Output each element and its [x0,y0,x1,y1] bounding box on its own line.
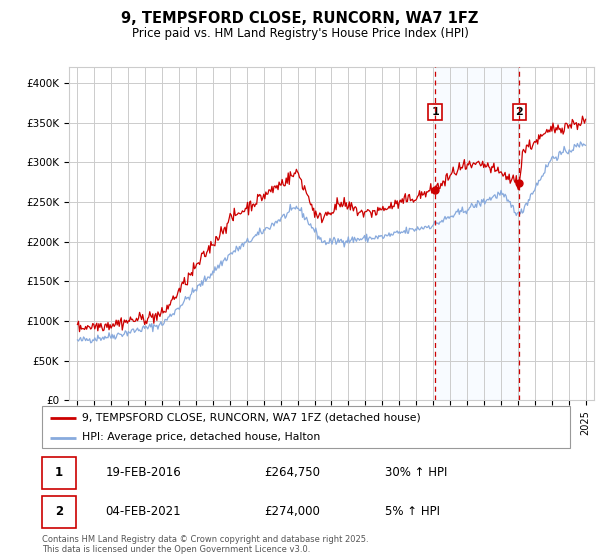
Text: 19-FEB-2016: 19-FEB-2016 [106,466,181,479]
FancyBboxPatch shape [42,406,570,448]
Text: 2: 2 [55,505,63,519]
Text: 2: 2 [515,107,523,117]
FancyBboxPatch shape [42,496,76,528]
Text: HPI: Average price, detached house, Halton: HPI: Average price, detached house, Halt… [82,432,320,442]
Text: 1: 1 [431,107,439,117]
Point [430,186,440,195]
Text: 5% ↑ HPI: 5% ↑ HPI [385,505,440,519]
Bar [435,67,520,400]
Text: 9, TEMPSFORD CLOSE, RUNCORN, WA7 1FZ (detached house): 9, TEMPSFORD CLOSE, RUNCORN, WA7 1FZ (de… [82,413,421,423]
Text: £264,750: £264,750 [264,466,320,479]
Text: Price paid vs. HM Land Registry's House Price Index (HPI): Price paid vs. HM Land Registry's House … [131,27,469,40]
Point [515,179,524,188]
Text: Contains HM Land Registry data © Crown copyright and database right 2025.
This d: Contains HM Land Registry data © Crown c… [42,535,368,554]
Text: 30% ↑ HPI: 30% ↑ HPI [385,466,448,479]
Text: 1: 1 [55,466,63,479]
FancyBboxPatch shape [42,456,76,489]
Text: 04-FEB-2021: 04-FEB-2021 [106,505,181,519]
Text: 9, TEMPSFORD CLOSE, RUNCORN, WA7 1FZ: 9, TEMPSFORD CLOSE, RUNCORN, WA7 1FZ [121,11,479,26]
Text: £274,000: £274,000 [264,505,320,519]
